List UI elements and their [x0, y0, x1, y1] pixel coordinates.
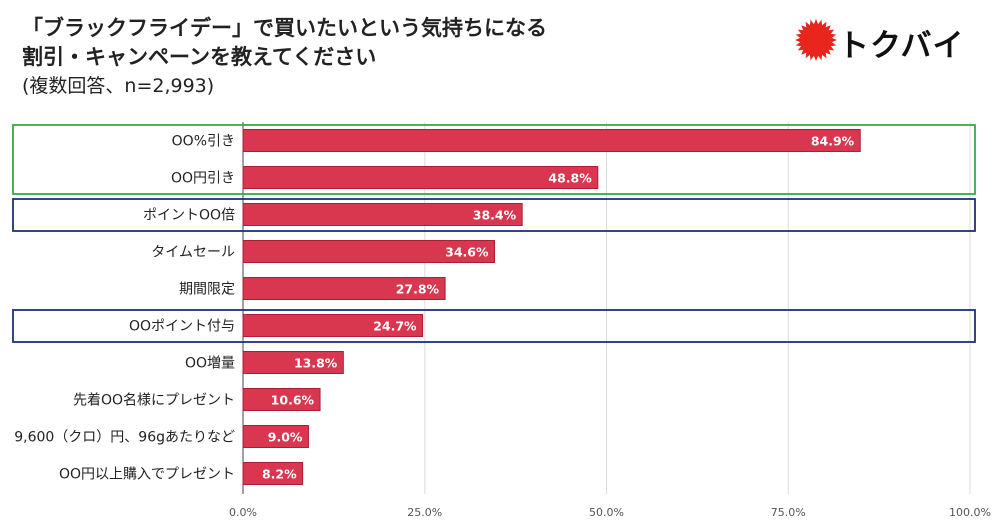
category-label: 先着OO名様にプレゼント — [73, 393, 235, 409]
bar-value-label: 38.4% — [473, 208, 517, 223]
bar-value-label: 13.8% — [294, 356, 338, 371]
logo-text: トクバイ — [838, 28, 965, 64]
bar-value-label: 34.6% — [445, 245, 489, 260]
category-label: 9,600（クロ）円、96gあたりなど — [14, 430, 235, 446]
bar-value-label: 10.6% — [271, 393, 315, 408]
bar — [242, 277, 446, 300]
highlight-box-green — [12, 124, 976, 195]
highlight-box-navy — [12, 309, 976, 343]
bar — [242, 166, 599, 189]
x-tick-label: 0.0% — [229, 506, 257, 519]
bar — [242, 462, 304, 485]
bar-value-label: 24.7% — [373, 319, 417, 334]
bar-value-label: 48.8% — [548, 171, 592, 186]
title-line-2: 割引・キャンペーンを教えてください — [22, 45, 377, 69]
x-tick-label: 25.0% — [407, 506, 442, 519]
category-label: ポイントOO倍 — [143, 208, 235, 224]
tokubai-logo: トクバイ — [790, 14, 980, 66]
bar — [242, 388, 321, 411]
category-label: OOポイント付与 — [129, 319, 235, 335]
chart-title: 「ブラックフライデー」で買いたいという気持ちになる 割引・キャンペーンを教えてく… — [22, 14, 547, 72]
category-label: OO円以上購入でプレゼント — [59, 467, 235, 483]
bar-value-label: 84.9% — [811, 134, 855, 149]
category-label: OO増量 — [185, 356, 235, 372]
bar-value-label: 8.2% — [262, 467, 297, 482]
category-label: タイムセール — [151, 245, 235, 261]
bar — [242, 203, 523, 226]
bar-value-label: 27.8% — [396, 282, 440, 297]
x-tick-label: 50.0% — [589, 506, 624, 519]
bar — [242, 129, 861, 152]
highlight-box-navy — [12, 198, 976, 232]
x-tick-label: 100.0% — [949, 506, 991, 519]
bar — [242, 425, 309, 448]
title-line-1: 「ブラックフライデー」で買いたいという気持ちになる — [22, 16, 547, 40]
bar — [242, 314, 424, 337]
chart-subtitle: (複数回答、n=2,993) — [22, 75, 215, 97]
bar — [242, 240, 496, 263]
category-label: OO%引き — [172, 134, 235, 150]
sun-logo-icon — [795, 19, 837, 61]
bar-value-label: 9.0% — [268, 430, 303, 445]
category-label: 期間限定 — [179, 282, 235, 298]
bar — [242, 351, 344, 374]
category-label: OO円引き — [171, 171, 235, 187]
x-tick-label: 75.0% — [771, 506, 806, 519]
